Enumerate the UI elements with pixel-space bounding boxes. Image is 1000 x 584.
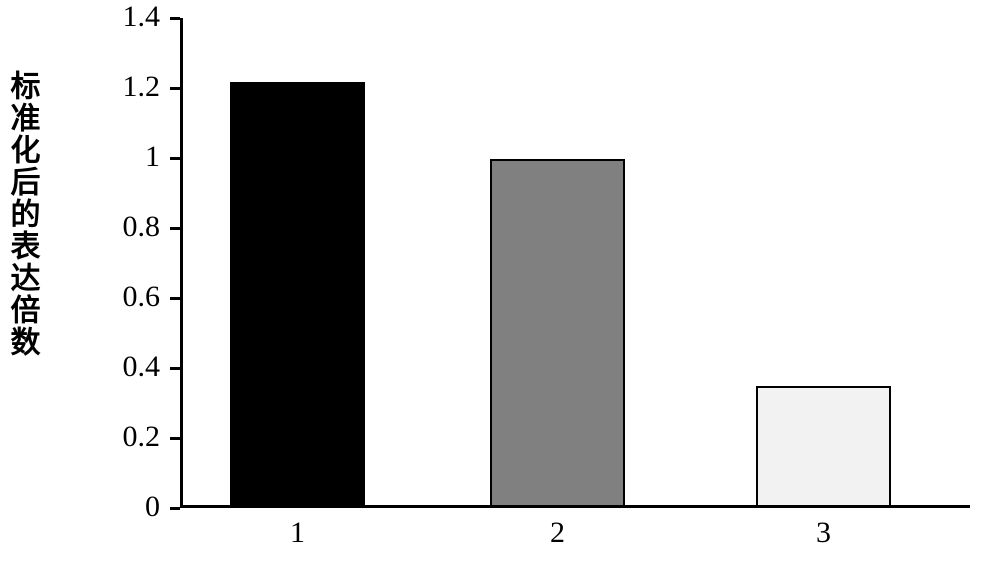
y-tick xyxy=(170,507,180,510)
y-tick-label: 0.2 xyxy=(80,420,160,454)
y-tick-label: 1.2 xyxy=(80,70,160,104)
y-tick xyxy=(170,437,180,440)
bar xyxy=(230,82,365,506)
y-tick-label: 1 xyxy=(80,140,160,174)
y-tick xyxy=(170,367,180,370)
x-category-label: 3 xyxy=(756,516,891,550)
y-tick xyxy=(170,17,180,20)
y-axis-title: 标准化后的表达倍数 xyxy=(6,70,38,358)
bar xyxy=(756,386,891,505)
x-axis xyxy=(180,505,970,508)
y-tick xyxy=(170,87,180,90)
y-tick-label: 0.8 xyxy=(80,210,160,244)
y-tick-label: 0 xyxy=(80,490,160,524)
y-tick xyxy=(170,157,180,160)
y-axis xyxy=(180,18,183,508)
x-category-label: 1 xyxy=(230,516,365,550)
y-tick xyxy=(170,227,180,230)
y-tick-label: 1.4 xyxy=(80,0,160,34)
y-tick-label: 0.4 xyxy=(80,350,160,384)
y-tick xyxy=(170,297,180,300)
x-category-label: 2 xyxy=(490,516,625,550)
plot-area: 00.20.40.60.811.21.4123 xyxy=(180,18,970,508)
bar xyxy=(490,159,625,506)
y-tick-label: 0.6 xyxy=(80,280,160,314)
bar-chart-figure: 标准化后的表达倍数 00.20.40.60.811.21.4123 xyxy=(0,0,1000,584)
